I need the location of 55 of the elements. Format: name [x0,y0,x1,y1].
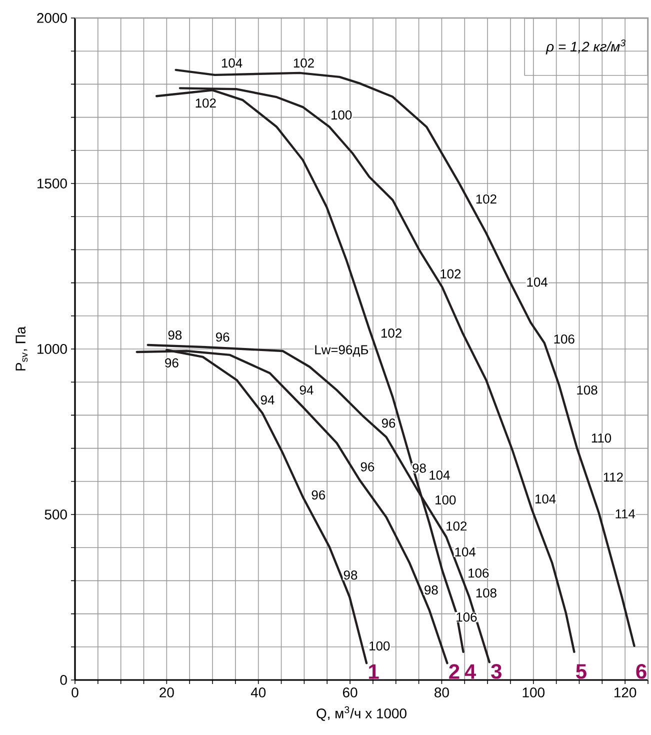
annotation: Lw=96дБ [315,345,368,357]
annotation: 102 [381,328,402,338]
annotation: 102 [294,58,314,68]
annotation: 100 [369,641,390,650]
annotation: ρ = 1,2 кг/м$^{3}$ [546,39,626,54]
annotation: 102 [440,269,460,278]
annotation: 110 [592,433,611,443]
y-tick-label: 1000 [37,344,67,354]
annotation: 104 [429,470,450,480]
annotation: 94 [300,385,314,395]
x-tick-label: 0 [72,688,78,698]
annotation: 106 [456,612,477,622]
annotation: 104 [222,58,242,68]
annotation: 104 [535,494,556,504]
annotation: 98 [344,570,357,580]
annotation: 100 [331,110,352,120]
y-tick-label: 500 [44,510,67,520]
y-tick-label: 1500 [37,178,67,188]
annotation: 114 [616,509,635,518]
annotation: 102 [446,521,466,531]
annotation: 112 [604,472,623,482]
annotation: 104 [527,278,548,287]
annotation: 108 [577,385,598,395]
annotation: 102 [196,98,216,108]
annotation: 98 [412,464,426,473]
annotation: 94 [260,395,274,405]
annotation: 98 [168,330,182,340]
annotation: 106 [468,568,488,578]
series-label: 2 [448,664,460,679]
annotation: 102 [476,194,496,204]
annotation: 96 [360,462,374,472]
annotation: 96 [164,358,178,368]
x-tick-label: 120 [614,688,636,698]
series-label: 6 [636,664,646,679]
series-label: 4 [464,664,476,679]
y-axis-title: P$_{sv}$, Па [16,326,28,370]
annotation: 96 [382,418,396,428]
annotation: 108 [476,588,496,598]
annotation: 96 [312,490,325,500]
annotation: 100 [435,495,456,505]
y-tick-label: 2000 [36,13,67,23]
x-axis-title: Q, м$^{3}$/ч x 1000 [316,706,406,721]
x-tick-label: 80 [434,688,449,698]
annotation: 104 [455,547,476,556]
x-tick-label: 100 [522,688,544,698]
series-label: 1 [368,664,379,679]
annotation: 96 [216,332,230,342]
series-label: 3 [490,664,502,679]
annotation: 106 [554,334,574,344]
x-tick-label: 20 [159,688,174,698]
x-tick-label: 60 [342,688,358,698]
y-tick-label: 0 [60,675,67,685]
x-tick-label: 40 [250,688,266,698]
series-label: 5 [576,664,586,679]
annotation: 98 [424,585,438,595]
